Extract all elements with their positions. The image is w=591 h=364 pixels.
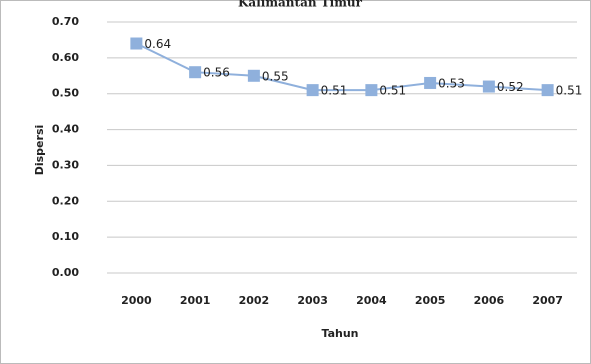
x-tick-label: 2000 xyxy=(121,294,152,307)
y-tick-label: 0.60 xyxy=(52,51,79,64)
x-tick-label: 2002 xyxy=(239,294,270,307)
y-tick-label: 0.50 xyxy=(52,87,79,100)
x-tick-label: 2005 xyxy=(415,294,446,307)
marker xyxy=(130,37,143,50)
y-tick-label: 0.20 xyxy=(52,194,79,207)
marker xyxy=(424,76,437,89)
data-label: 0.51 xyxy=(321,84,348,98)
y-axis-label: Dispersi xyxy=(33,125,46,176)
y-tick-label: 0.00 xyxy=(52,266,79,279)
marker xyxy=(247,69,260,82)
y-tick-label: 0.40 xyxy=(52,123,79,136)
x-axis-label: Tahun xyxy=(321,327,358,340)
data-label: 0.55 xyxy=(262,69,289,83)
data-label: 0.53 xyxy=(438,76,465,90)
chart-title: Kalimantan Timur xyxy=(238,0,363,10)
marker xyxy=(482,80,495,93)
marker xyxy=(189,66,202,79)
marker xyxy=(306,84,319,97)
series-line xyxy=(135,42,548,92)
x-tick-label: 2006 xyxy=(474,294,505,307)
x-tick-label: 2003 xyxy=(297,294,328,307)
data-label: 0.56 xyxy=(203,66,230,80)
marker xyxy=(541,84,554,97)
y-tick-label: 0.70 xyxy=(52,15,79,28)
y-tick-label: 0.30 xyxy=(52,158,79,171)
x-tick-label: 2004 xyxy=(356,294,387,307)
y-tick-label: 0.10 xyxy=(52,230,79,243)
data-label: 0.51 xyxy=(556,84,583,98)
data-label: 0.51 xyxy=(379,84,406,98)
data-label: 0.52 xyxy=(497,80,524,94)
x-tick-label: 2007 xyxy=(532,294,563,307)
marker xyxy=(365,84,378,97)
x-tick-label: 2001 xyxy=(180,294,211,307)
data-label: 0.64 xyxy=(144,37,171,51)
